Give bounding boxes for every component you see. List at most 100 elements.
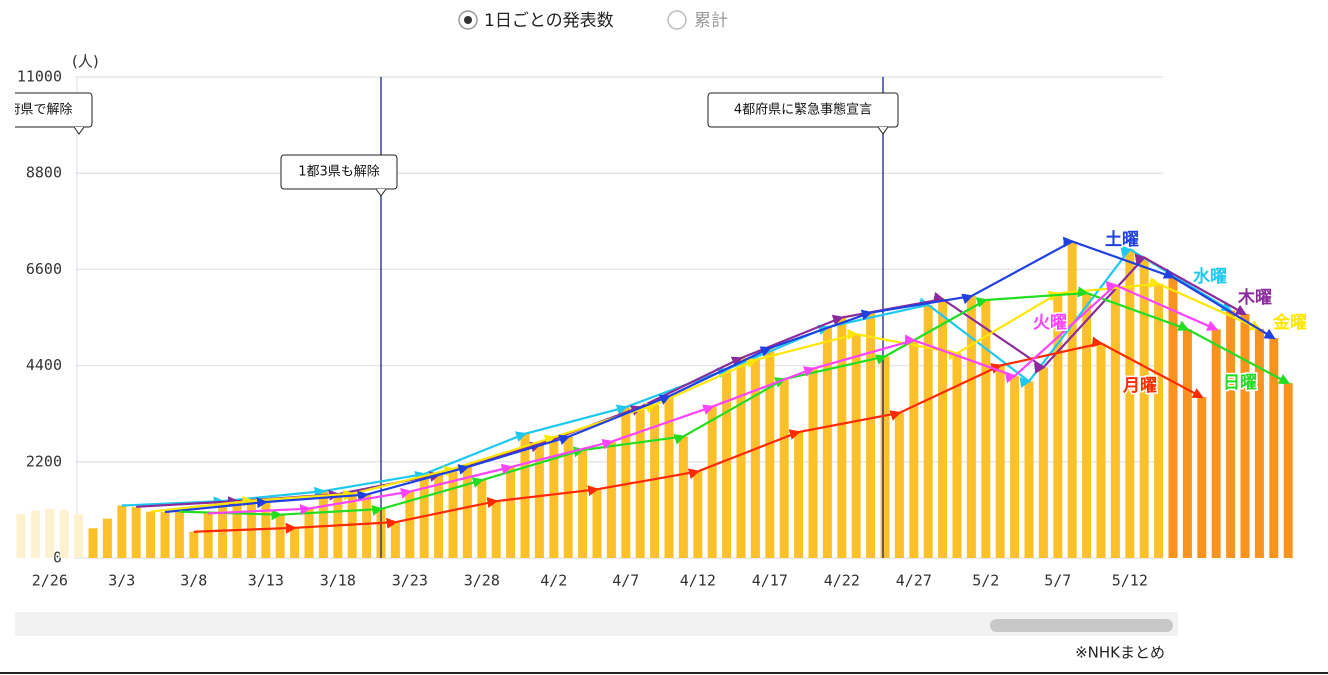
x-tick-label: 3/3 — [108, 572, 135, 590]
weekday-label: 水曜 — [1193, 266, 1227, 287]
bar — [1211, 329, 1221, 558]
bar — [995, 365, 1005, 558]
bar — [808, 368, 818, 558]
bar — [362, 494, 372, 558]
bar — [290, 527, 300, 558]
bar — [866, 312, 876, 558]
scrollbar-thumb[interactable] — [990, 619, 1173, 632]
plot: 0 2200 4400 6600 8800 11000 2/26 3/3 3/8 3/13 3/18… — [7, 68, 1309, 590]
bar — [160, 512, 170, 558]
annotation-pointer — [73, 126, 85, 135]
bar — [506, 467, 516, 558]
bar — [1154, 283, 1164, 558]
unit-label: (人) — [72, 53, 99, 71]
x-tick-label: 4/2 — [540, 572, 567, 590]
bar — [1082, 293, 1092, 558]
weekday-line — [179, 286, 1291, 521]
x-tick-label: 4/7 — [612, 572, 639, 590]
bar — [923, 304, 933, 558]
x-tick-label: 3/8 — [180, 572, 207, 590]
bar — [462, 467, 472, 558]
bar — [390, 522, 400, 558]
y-tick-label: 2200 — [26, 452, 62, 470]
bar — [1038, 367, 1048, 558]
bar — [822, 327, 832, 558]
bar — [59, 509, 69, 558]
bar — [606, 441, 616, 558]
bar — [16, 514, 26, 558]
bar — [88, 528, 98, 558]
bar — [203, 513, 213, 558]
bar — [1182, 329, 1192, 558]
bar — [318, 491, 328, 558]
bar — [765, 348, 775, 558]
bar — [837, 317, 847, 558]
bar — [707, 406, 717, 558]
x-tick-label: 3/18 — [320, 572, 356, 590]
weekday-line — [208, 281, 1219, 516]
annotation-text: 府県で解除 — [7, 103, 72, 118]
bar — [938, 299, 948, 558]
bar — [434, 474, 444, 558]
x-tick-label: 5/7 — [1044, 572, 1071, 590]
bar — [102, 518, 112, 558]
x-tick-label: 4/17 — [752, 572, 788, 590]
bar — [520, 433, 530, 558]
bar — [30, 510, 40, 558]
bar — [1096, 343, 1106, 558]
radio-unselected[interactable] — [667, 10, 687, 30]
bar — [174, 511, 184, 558]
y-tick-label: 6600 — [26, 260, 62, 278]
bar — [275, 514, 285, 558]
annotation-pointer — [375, 188, 387, 197]
weekday-label: 月曜 — [1122, 376, 1157, 396]
x-tick-label: 2/26 — [32, 572, 68, 590]
bar — [304, 508, 314, 558]
bar — [45, 509, 55, 558]
bar — [779, 379, 789, 558]
annotation-box — [707, 92, 899, 128]
y-tick-label: 4400 — [26, 356, 62, 374]
bar — [1067, 241, 1077, 558]
x-tick-label: 4/27 — [896, 572, 932, 590]
bar — [736, 358, 746, 558]
bar — [1024, 381, 1034, 558]
bar — [1197, 397, 1207, 558]
y-tick-label: 0 — [53, 549, 62, 567]
bar — [693, 471, 703, 558]
bar — [578, 449, 588, 558]
bar — [1125, 249, 1135, 558]
radio-label[interactable]: 1日ごとの発表数 — [484, 11, 614, 31]
bar — [131, 506, 141, 558]
radio-options: 1日ごとの発表数 累計 — [458, 10, 728, 31]
bar — [146, 511, 156, 558]
y-tick-label: 8800 — [26, 164, 62, 182]
weekday-line — [150, 276, 1262, 513]
bar — [1269, 338, 1279, 558]
bar — [1168, 277, 1178, 558]
bar — [491, 501, 501, 558]
weekday-label: 火曜 — [1033, 313, 1067, 333]
annotation-box — [280, 154, 398, 190]
bar — [851, 334, 861, 558]
annotation-pointer — [877, 126, 889, 135]
weekday-label: 金曜 — [1272, 312, 1307, 333]
weekday-line — [136, 253, 1247, 508]
bar — [1110, 285, 1120, 558]
bar — [1226, 310, 1236, 558]
bar — [1010, 376, 1020, 558]
x-tick-label: 5/12 — [1112, 572, 1148, 590]
bar — [1240, 314, 1250, 558]
bar — [1283, 383, 1293, 558]
bar — [1254, 328, 1264, 558]
x-tick-label: 5/2 — [972, 572, 999, 590]
bar — [678, 436, 688, 558]
bar — [592, 489, 602, 558]
radio-label[interactable]: 累計 — [694, 11, 728, 31]
bar — [74, 514, 84, 558]
scrollbar-track[interactable] — [15, 612, 1178, 636]
bar — [1139, 257, 1149, 558]
bar — [477, 480, 487, 558]
radio-dot — [464, 16, 472, 24]
